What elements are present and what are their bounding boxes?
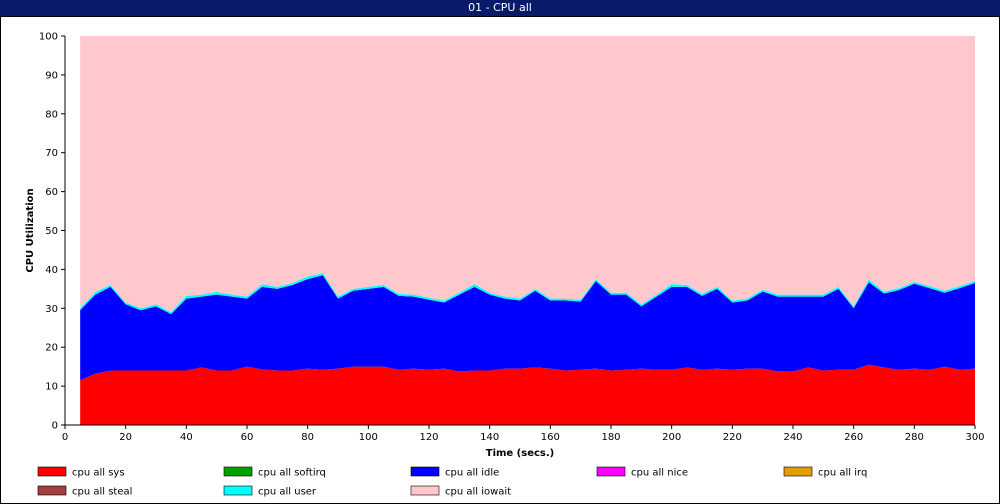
- legend-swatch: [37, 485, 67, 496]
- y-axis-label: CPU Utilization: [25, 188, 36, 272]
- x-tick-label: 300: [965, 432, 984, 443]
- x-tick-label: 40: [180, 432, 193, 443]
- legend-label: cpu all softirq: [258, 468, 326, 479]
- x-tick-label: 140: [480, 432, 499, 443]
- chart-title-bar: 01 - CPU all: [0, 0, 1000, 16]
- x-tick-label: 280: [905, 432, 924, 443]
- y-tick-label: 0: [52, 421, 58, 432]
- axes: 0 10 20 30 40 50 60 70 80 90 100 0 20 40 60 80 100 120 140…: [25, 32, 985, 460]
- x-tick-label: 20: [119, 432, 132, 443]
- x-tick-label: 60: [241, 432, 254, 443]
- area-cpu-all-idle: [80, 275, 975, 381]
- legend-swatch: [223, 466, 253, 477]
- legend-label: cpu all steal: [72, 487, 132, 498]
- y-tick-label: 100: [39, 32, 58, 43]
- x-tick-label: 240: [783, 432, 802, 443]
- legend-swatch: [783, 466, 813, 477]
- legend-item: cpu all user: [223, 485, 317, 498]
- legend-item: cpu all idle: [410, 466, 499, 479]
- area-layers: [80, 36, 975, 425]
- y-tick-label: 50: [45, 226, 58, 237]
- legend-item: cpu all iowait: [410, 485, 511, 498]
- legend-label: cpu all irq: [818, 468, 867, 479]
- x-axis-label: Time (secs.): [486, 448, 555, 459]
- legend-item: cpu all steal: [37, 485, 132, 498]
- legend-label: cpu all user: [258, 487, 317, 498]
- legend-label: cpu all idle: [445, 468, 499, 479]
- legend-label: cpu all sys: [72, 468, 125, 479]
- y-tick-label: 10: [45, 382, 58, 393]
- x-tick-label: 160: [541, 432, 560, 443]
- x-tick-label: 80: [301, 432, 314, 443]
- x-tick-label: 260: [844, 432, 863, 443]
- x-tick-label: 220: [723, 432, 742, 443]
- area-cpu-all-sys: [80, 364, 975, 425]
- y-tick-label: 30: [45, 304, 58, 315]
- y-tick-label: 80: [45, 109, 58, 120]
- x-tick-label: 120: [419, 432, 438, 443]
- legend-item: cpu all sys: [37, 466, 125, 479]
- legend: cpu all sys cpu all softirq cpu all idle cp…: [37, 466, 867, 498]
- legend-label: cpu all nice: [631, 468, 688, 479]
- x-tick-label: 100: [359, 432, 378, 443]
- x-tick-label: 180: [601, 432, 620, 443]
- x-tick-label: 0: [62, 432, 68, 443]
- y-tick-label: 90: [45, 70, 58, 81]
- x-tick-label: 200: [662, 432, 681, 443]
- y-tick-label: 60: [45, 187, 58, 198]
- legend-swatch: [223, 485, 253, 496]
- legend-swatch: [410, 485, 440, 496]
- legend-item: cpu all irq: [783, 466, 867, 479]
- legend-swatch: [37, 466, 67, 477]
- legend-label: cpu all iowait: [445, 487, 511, 498]
- y-tick-label: 70: [45, 148, 58, 159]
- y-tick-label: 40: [45, 265, 58, 276]
- legend-swatch: [596, 466, 626, 477]
- legend-item: cpu all softirq: [223, 466, 326, 479]
- legend-swatch: [410, 466, 440, 477]
- legend-item: cpu all nice: [596, 466, 688, 479]
- area-cpu-all-iowait: [80, 36, 975, 313]
- y-tick-label: 20: [45, 343, 58, 354]
- chart-title: 01 - CPU all: [468, 1, 532, 14]
